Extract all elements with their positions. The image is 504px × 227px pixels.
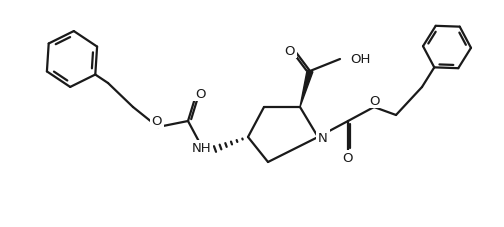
Polygon shape xyxy=(300,71,313,108)
Text: O: O xyxy=(195,87,205,100)
Text: O: O xyxy=(152,114,162,127)
Text: O: O xyxy=(285,44,295,57)
Text: N: N xyxy=(318,131,328,144)
Text: O: O xyxy=(370,94,380,107)
Text: O: O xyxy=(343,152,353,165)
Text: OH: OH xyxy=(350,52,370,65)
Text: NH: NH xyxy=(192,142,211,155)
